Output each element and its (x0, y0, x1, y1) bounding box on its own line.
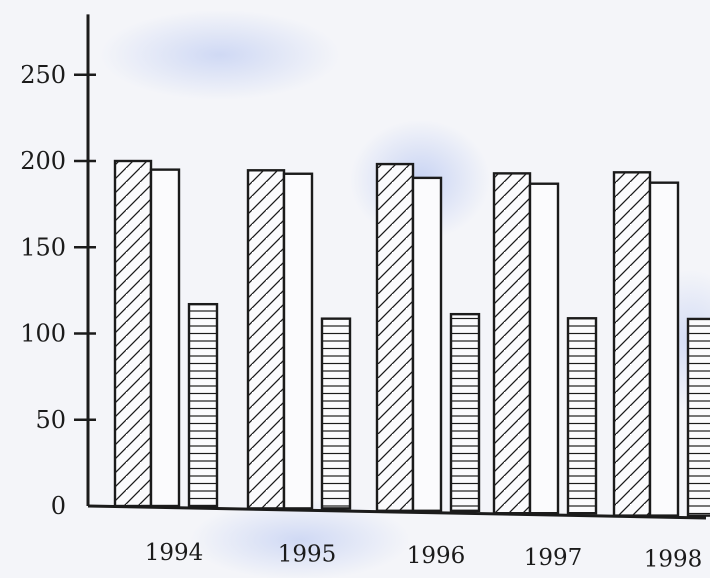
bar-1998-series-3 (686, 317, 710, 517)
bar-1996-series-3 (449, 312, 481, 512)
x-tick-label-1994: 1994 (145, 540, 204, 566)
bar-1994-series-3 (187, 302, 219, 508)
bar-1995-series-1 (246, 169, 286, 510)
bar-1997-series-3 (566, 317, 598, 515)
bar-1996-series-1 (375, 162, 415, 513)
labels: 0 50 100 150 200 250 1994 1995 1996 1997 1998 (20, 61, 702, 573)
bar-1996-series-2 (411, 176, 443, 512)
y-tick-label: 100 (20, 320, 66, 348)
bars (113, 159, 710, 517)
x-tick-label-1997: 1997 (524, 545, 583, 571)
x-tick-label-1995: 1995 (278, 542, 337, 568)
bar-1998-series-2 (648, 181, 680, 517)
bar-1998-series-1 (612, 171, 652, 517)
bar-1995-series-2 (282, 172, 314, 510)
x-tick-label-1998: 1998 (644, 546, 703, 572)
y-tick-label: 150 (20, 233, 66, 261)
y-tick-label: 50 (35, 406, 66, 434)
y-tick-label: 200 (20, 147, 66, 175)
bar-1995-series-3 (320, 317, 352, 510)
bar-1997-series-1 (492, 172, 532, 515)
bar-1997-series-2 (528, 182, 560, 515)
bar-1994-series-1 (113, 159, 153, 508)
bar-1994-series-2 (149, 168, 181, 508)
x-tick-label-1996: 1996 (407, 543, 466, 569)
y-tick-label: 0 (51, 492, 66, 520)
y-tick-label: 250 (20, 61, 66, 89)
